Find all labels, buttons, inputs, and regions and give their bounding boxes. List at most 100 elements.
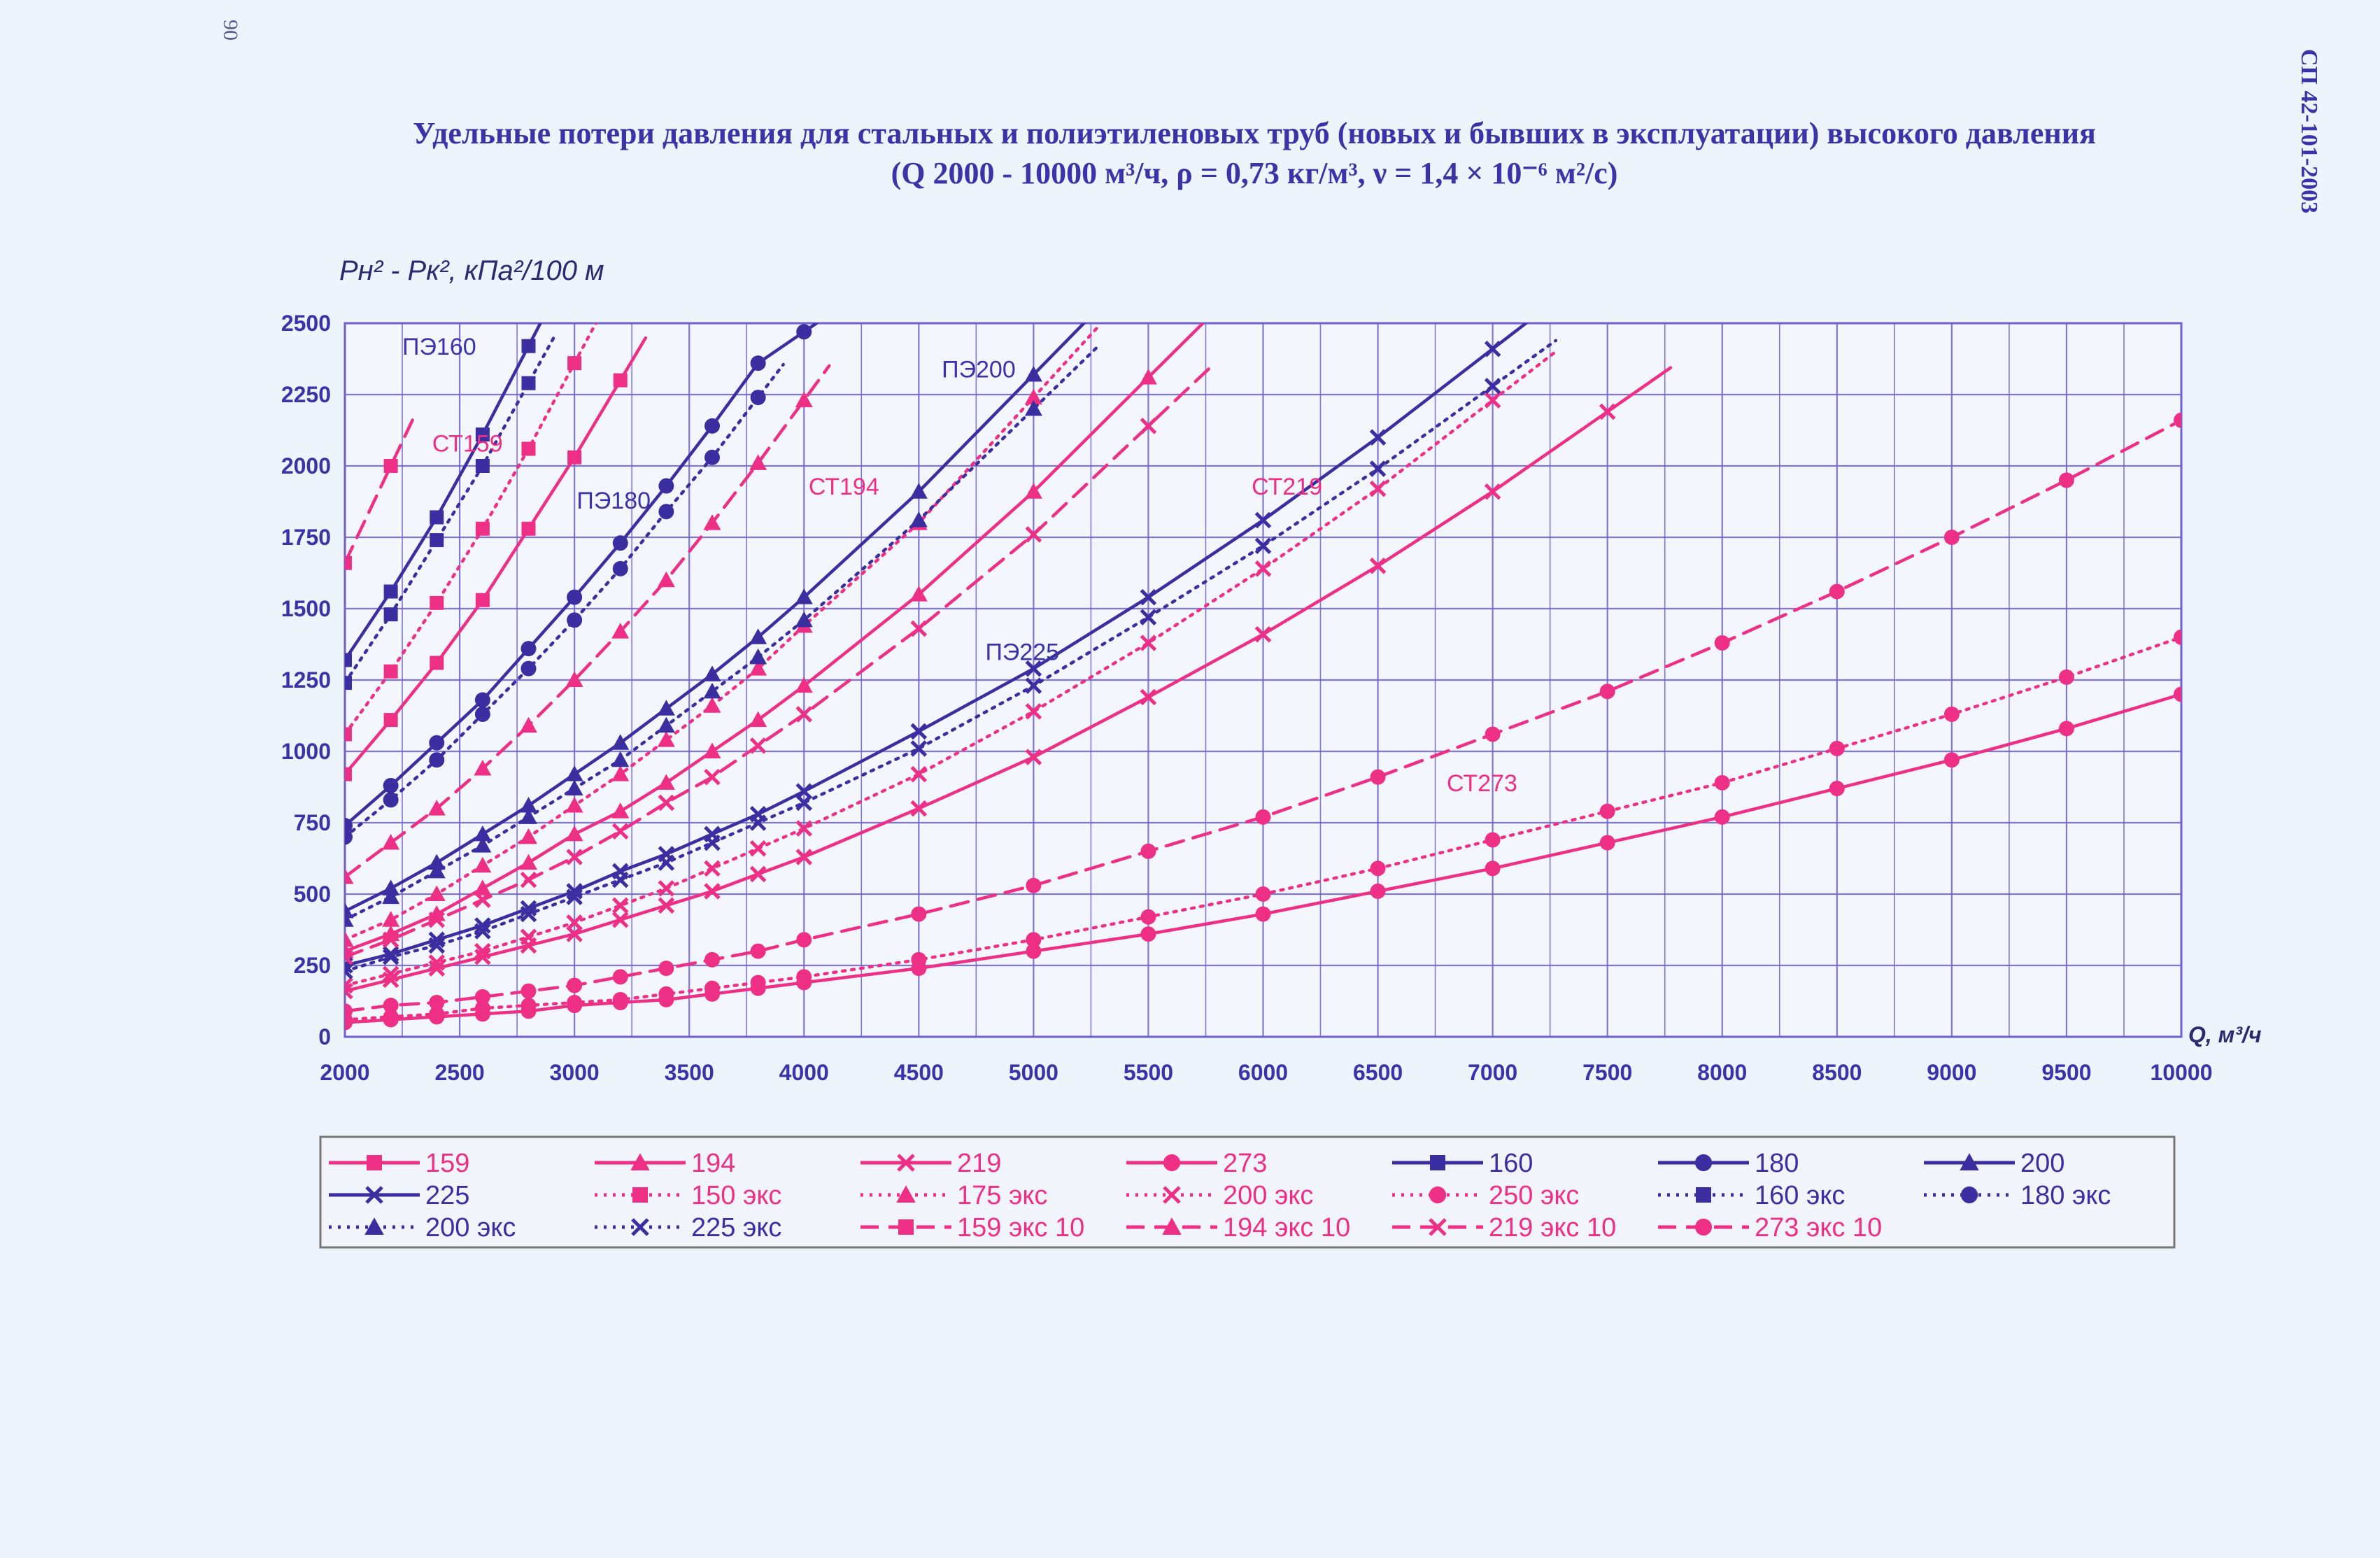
y-tick-label: 2250 [281, 382, 331, 407]
data-point [382, 945, 399, 963]
series-line [345, 364, 831, 879]
data-point [911, 906, 927, 922]
doc-code: СП 42-101-2003 [2296, 49, 2322, 213]
data-point [611, 823, 629, 840]
data-point [345, 653, 352, 667]
data-point [430, 533, 444, 548]
data-point [565, 671, 583, 687]
chart-title-line1: Удельные потери давления для стальных и … [413, 116, 2096, 150]
series-line [345, 323, 1086, 913]
data-point [383, 459, 398, 473]
data-point [657, 731, 675, 747]
legend-label: 194 экс 10 [1223, 1213, 1350, 1242]
legend-label: 160 [1489, 1149, 1533, 1178]
legend-marker [1696, 1187, 1711, 1203]
data-point [909, 511, 928, 527]
data-point [611, 871, 629, 888]
data-point [1024, 388, 1042, 405]
data-point [1254, 537, 1272, 555]
legend-marker [1162, 1217, 1182, 1235]
data-point [749, 865, 767, 883]
data-point [704, 768, 721, 786]
data-point [611, 765, 630, 781]
data-point [383, 713, 398, 728]
series-160-экс [345, 336, 555, 691]
legend-marker [1960, 1186, 1978, 1204]
data-point [1255, 886, 1271, 902]
data-point [795, 706, 813, 723]
legend-item: 200 экс [1126, 1181, 1313, 1210]
data-point [1255, 906, 1271, 922]
legend-marker [1694, 1154, 1713, 1172]
data-point [565, 825, 583, 842]
data-point [1025, 703, 1042, 720]
data-point [520, 905, 537, 923]
data-point [382, 948, 399, 965]
data-point [1599, 403, 1616, 420]
data-point [474, 923, 491, 940]
annotations: ПЭ160 СТ159 ПЭ180 СТ194 ПЭ200 СТ219 ПЭ225 СТ273 [402, 334, 1517, 797]
data-point [795, 849, 813, 865]
data-point [909, 483, 928, 499]
data-point [383, 1009, 399, 1025]
legend-label: 180 экс [2020, 1181, 2111, 1210]
legend-item: 200 экс [329, 1213, 516, 1242]
data-point [612, 969, 628, 985]
x-axis-label: Q, м³/ч [2188, 1022, 2262, 1047]
data-point [345, 818, 353, 834]
axes: 2000 2500 3000 3500 4000 4500 5000 5500 6000 6500… [281, 255, 2262, 1085]
y-tick-label: 1250 [281, 667, 331, 693]
data-point [382, 879, 400, 895]
data-point [658, 986, 674, 1002]
data-point [910, 740, 928, 757]
y-tick-label: 1750 [281, 525, 331, 550]
data-point [345, 977, 353, 994]
data-point [611, 734, 630, 750]
data-point [1714, 809, 1730, 825]
data-point [475, 427, 490, 442]
series-line [345, 418, 2181, 1013]
data-point [520, 928, 537, 945]
data-point [428, 911, 446, 928]
legend-marker [365, 1186, 383, 1204]
data-point [1026, 877, 1042, 893]
data-point [657, 716, 675, 733]
curve-label: СТ159 [432, 431, 503, 458]
data-point [1485, 861, 1501, 877]
series-225-экс [345, 339, 1558, 979]
data-point [1370, 769, 1386, 785]
data-point [475, 593, 490, 607]
legend: 159 194 219 273 160 180 200 225 150 экс 175 экс 20… [319, 1135, 2176, 1249]
y-axis-label: Pн² - Pк², кПа²/100 м [339, 255, 604, 286]
data-point [704, 834, 721, 851]
data-point [612, 991, 628, 1007]
legend-marker [1429, 1218, 1447, 1236]
legend-label: 200 экс [1223, 1181, 1313, 1210]
data-point [704, 951, 720, 968]
y-tick-label: 0 [318, 1024, 331, 1049]
data-point [1369, 429, 1387, 446]
data-point [703, 742, 721, 758]
series-line [345, 323, 1529, 968]
data-point [704, 860, 721, 877]
grid [343, 322, 2183, 1038]
data-point [1025, 677, 1042, 694]
data-point [520, 716, 537, 733]
curve-label: ПЭ180 [576, 488, 651, 514]
data-point [704, 449, 720, 465]
data-point [909, 586, 928, 602]
x-tick-label: 5500 [1124, 1060, 1173, 1085]
legend-label: 200 экс [425, 1213, 516, 1242]
data-point [428, 937, 446, 954]
data-point [2058, 669, 2074, 685]
data-point [1943, 706, 1960, 722]
data-point [796, 969, 812, 985]
data-point [1026, 932, 1042, 948]
data-point [910, 620, 928, 637]
data-point [382, 965, 399, 983]
data-point [520, 797, 537, 813]
data-point [795, 611, 813, 628]
data-point [2174, 412, 2181, 428]
series-line [345, 336, 555, 685]
legend-item: 219 [860, 1149, 1001, 1178]
